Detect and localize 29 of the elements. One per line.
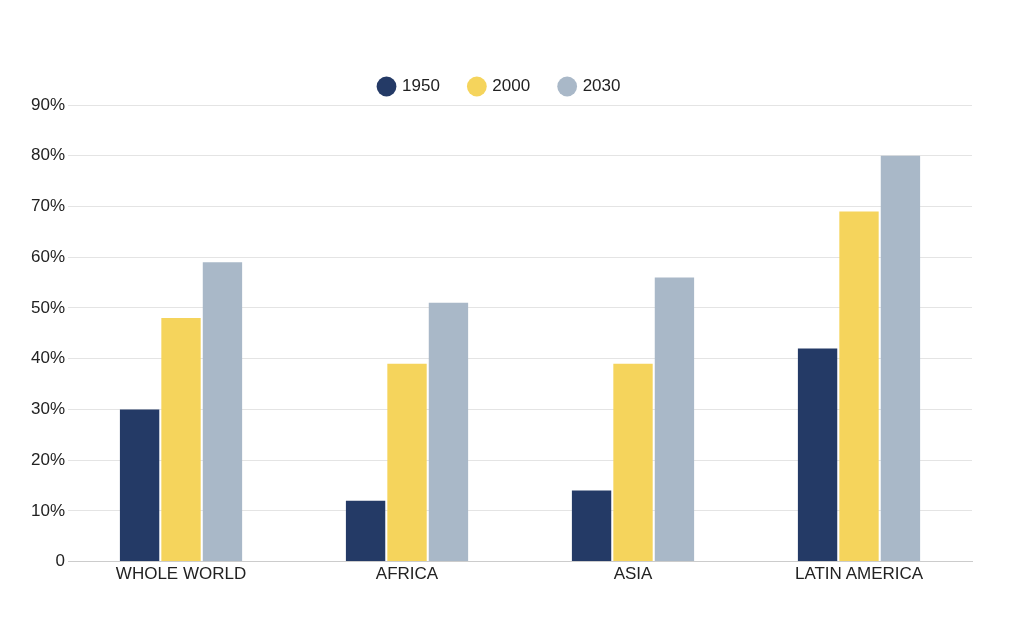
x-tick-label: LATIN AMERICA — [794, 564, 924, 584]
x-tick-label: WHOLE WORLD — [115, 564, 247, 584]
bar — [428, 302, 469, 562]
y-tick-label: 0 — [55, 551, 66, 571]
y-tick-label: 20% — [30, 449, 66, 469]
y-tick-label: 50% — [30, 297, 66, 317]
y-tick-label: 30% — [30, 399, 66, 419]
y-tick-label: 40% — [30, 348, 66, 368]
y-tick-label: 70% — [30, 196, 66, 216]
bar — [119, 409, 160, 562]
bar — [571, 490, 612, 562]
bar — [161, 318, 201, 562]
legend-label: 2030 — [582, 76, 621, 96]
bar — [613, 363, 653, 562]
bar — [880, 155, 921, 562]
x-tick-label: ASIA — [613, 564, 654, 584]
y-tick-label: 60% — [30, 246, 66, 266]
bar — [202, 262, 243, 562]
bar — [839, 211, 879, 562]
legend-label: 2000 — [492, 76, 531, 96]
legend-label: 1950 — [402, 76, 440, 96]
bar — [797, 348, 838, 562]
bar — [654, 277, 695, 562]
bar — [345, 500, 386, 562]
y-tick-label: 80% — [30, 145, 66, 165]
y-tick-label: 10% — [30, 500, 66, 520]
y-tick-label: 90% — [30, 94, 66, 114]
bar — [387, 363, 427, 562]
x-tick-label: AFRICA — [375, 564, 439, 584]
